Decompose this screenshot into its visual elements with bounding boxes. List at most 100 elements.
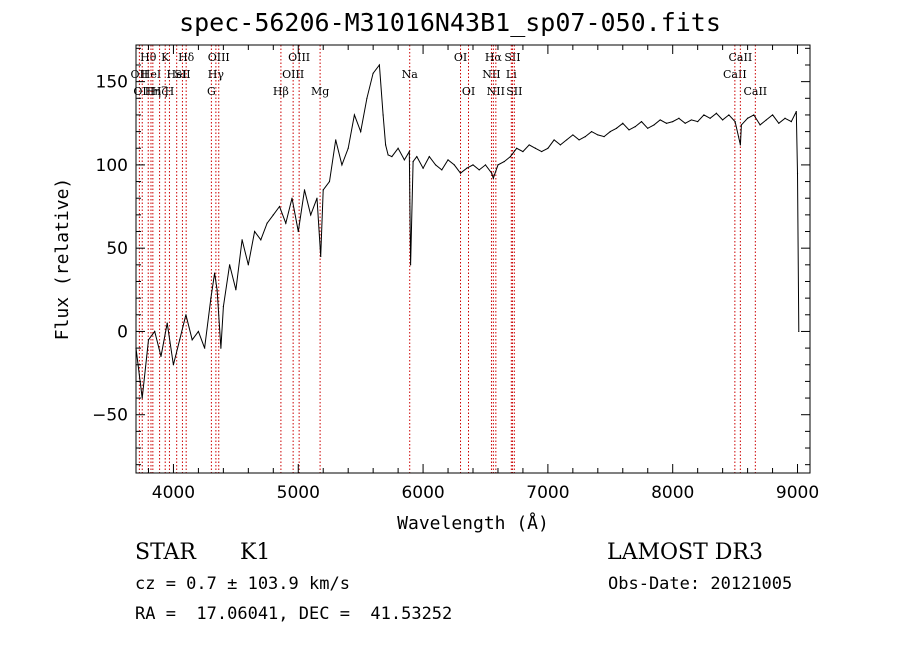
data-point: [378, 64, 380, 66]
data-point: [353, 114, 356, 116]
data-point: [347, 147, 349, 149]
data-point: [778, 122, 780, 124]
x-axis-label: Wavelength (Å): [397, 512, 549, 534]
y-tick-label: 150: [96, 73, 128, 93]
data-point: [220, 347, 222, 349]
data-point: [659, 119, 661, 121]
data-point: [697, 121, 699, 123]
data-point: [484, 164, 487, 166]
data-point: [204, 347, 206, 349]
data-point: [528, 144, 530, 146]
data-point: [753, 114, 755, 116]
line-marker-label: OIII: [208, 51, 230, 64]
data-point: [572, 134, 574, 136]
data-point: [185, 314, 187, 316]
y-tick-label: 50: [106, 239, 128, 259]
data-point: [335, 139, 337, 141]
data-point: [509, 155, 512, 158]
line-marker-label: OII: [131, 68, 149, 81]
data-point: [459, 172, 462, 174]
object-subclass: K1: [240, 540, 271, 565]
data-point: [497, 164, 499, 166]
coordinates: RA = 17.06041, DEC = 41.53252: [135, 604, 453, 624]
line-marker-label: Hδ: [178, 51, 195, 64]
data-point: [328, 180, 331, 183]
data-point: [391, 155, 393, 158]
line-marker-label: Na: [402, 68, 419, 81]
line-marker-label: G: [207, 85, 216, 98]
line-marker-label: SII: [504, 51, 520, 64]
series-line-flux: [135, 63, 800, 399]
data-point: [412, 160, 414, 163]
data-point: [216, 289, 218, 291]
line-marker-label: HeI: [166, 68, 186, 81]
data-point: [366, 97, 368, 99]
data-point: [272, 214, 274, 216]
data-point: [734, 121, 736, 123]
line-marker-label: OIII: [282, 68, 304, 81]
line-marker-label: Mg: [311, 85, 329, 98]
line-marker-label: OIII: [288, 51, 310, 64]
obs-date: Obs-Date: 20121005: [608, 574, 793, 594]
data-point: [765, 119, 767, 121]
survey-name: LAMOST DR3: [607, 540, 763, 565]
data-point: [160, 355, 162, 358]
data-point: [491, 172, 493, 174]
data-point: [303, 189, 306, 191]
data-point: [241, 239, 243, 241]
data-point: [453, 164, 455, 166]
data-point: [197, 330, 200, 333]
line-marker-label: CaII: [723, 68, 747, 81]
data-point: [385, 144, 387, 146]
data-point: [247, 264, 249, 266]
data-point: [609, 130, 611, 133]
data-point: [447, 159, 449, 161]
data-point: [472, 164, 474, 166]
data-point: [559, 144, 561, 146]
data-point: [316, 197, 318, 199]
data-point: [154, 330, 156, 333]
line-marker-label: Hγ: [208, 68, 225, 81]
data-point: [739, 144, 741, 146]
line-marker-label: Li: [506, 68, 517, 81]
velocity-readout: cz = 0.7 ± 103.9 km/s: [135, 574, 350, 594]
line-marker-label: Hα: [485, 51, 503, 64]
data-point: [416, 155, 418, 158]
data-point: [382, 114, 384, 116]
x-tick-label: 8000: [651, 483, 694, 503]
data-point: [320, 255, 322, 258]
data-point: [434, 164, 437, 166]
data-point: [214, 272, 216, 274]
y-tick-label: 100: [96, 156, 128, 176]
data-point: [147, 339, 150, 341]
line-marker-label: CaII: [743, 85, 767, 98]
x-tick-label: 6000: [401, 483, 444, 503]
data-point: [690, 119, 693, 121]
data-point: [466, 167, 468, 169]
data-point: [547, 147, 549, 149]
data-point: [408, 150, 410, 153]
object-class: STAR: [135, 540, 196, 565]
data-point: [534, 147, 537, 149]
line-marker-label: H: [165, 85, 175, 98]
data-point: [615, 127, 618, 129]
line-marker-label: Hθ: [140, 51, 157, 64]
data-point: [709, 117, 711, 119]
data-point: [684, 122, 686, 124]
data-point: [172, 364, 175, 366]
chart-title: spec-56206-M31016N43B1_sp07-050.fits: [179, 8, 721, 37]
data-point: [653, 124, 655, 126]
line-marker-label: OII: [133, 85, 151, 98]
data-point: [322, 189, 324, 191]
x-tick-label: 4000: [152, 483, 195, 503]
data-point: [179, 339, 181, 341]
line-marker-label: K: [161, 51, 170, 64]
line-marker-label: SII: [506, 85, 522, 98]
line-marker-label: Hη: [145, 85, 161, 98]
data-point: [428, 155, 430, 158]
data-point: [759, 124, 761, 126]
data-point: [403, 159, 405, 161]
line-marker-label: HeI: [141, 68, 161, 81]
data-point: [640, 121, 643, 123]
